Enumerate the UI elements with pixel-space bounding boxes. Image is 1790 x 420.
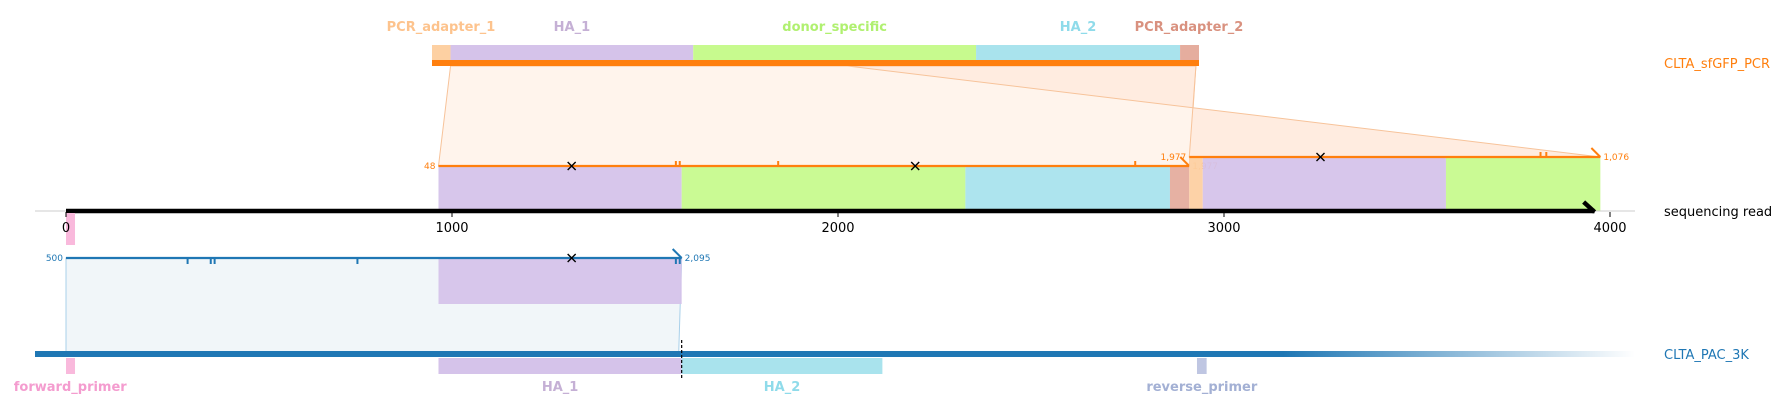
top-feature-ha-2 [976, 45, 1181, 61]
axis-tick-label: 0 [62, 221, 70, 236]
read-primer-mark-forward-primer [66, 213, 75, 245]
bottom-alignments-layer: 500 2,095 [46, 248, 711, 304]
alignment-1-read-feature-donor-specific [681, 166, 966, 211]
top-feature-label-ha-1: HA_1 [554, 20, 591, 35]
bottom-feature-label-ha-2: HA_2 [764, 380, 801, 395]
bottom-feature-label-reverse-primer: reverse_primer [1146, 380, 1258, 395]
sequencing-read-track: 0 1000 2000 3000 4000 [35, 200, 1635, 245]
top-feature-label-pcr-adapter-1: PCR_adapter_1 [387, 20, 496, 35]
top-feature-pcr-adapter-1 [432, 45, 451, 61]
bottom-reference-track: forward_primer HA_1 HA_2 reverse_primer [14, 340, 1635, 395]
axis-tick-label: 1000 [435, 221, 468, 236]
alignment-2-read-feature-ha-1 [1202, 157, 1446, 211]
alignment-1-cross-mark [910, 161, 920, 171]
track-labels-layer: CLTA_sfGFP_PCR sequencing read CLTA_PAC_… [1664, 57, 1772, 363]
alignment-3-arrowhead [671, 248, 683, 259]
alignment-1-read-feature-ha-2 [965, 166, 1170, 211]
alignment-2-cross-mark [1316, 152, 1325, 162]
alignment-1-read-feature-ha-1 [438, 166, 682, 211]
read-arrowhead [1582, 200, 1597, 214]
alignment-1-cross-mark [567, 161, 577, 171]
top-feature-label-donor-specific: donor_specific [782, 20, 887, 35]
track-label-top: CLTA_sfGFP_PCR [1664, 57, 1770, 72]
alignment-3-cross-mark [567, 253, 577, 263]
bottom-feature-ha-2 [681, 358, 883, 374]
alignment-2-end-label: 1,076 [1603, 153, 1629, 163]
alignment-3-start-label: 500 [46, 254, 63, 264]
top-feature-label-pcr-adapter-2: PCR_adapter_2 [1135, 20, 1244, 35]
alignment-2-arrowhead [1590, 147, 1602, 158]
bottom-feature-ha-1 [438, 358, 682, 374]
alignment-2-read-feature-pcr-adapter-1 [1189, 157, 1203, 211]
alignment-2-read-feature-donor-specific [1445, 157, 1601, 211]
axis-tick-label: 3000 [1207, 221, 1240, 236]
alignment-1-start-label: 48 [424, 162, 436, 172]
alignment-1-arrowhead [1179, 156, 1190, 167]
bottom-feature-label-ha-1: HA_1 [542, 380, 579, 395]
alignment-3-end-label: 2,095 [685, 254, 711, 264]
bottom-feature-label-forward-primer: forward_primer [14, 380, 128, 395]
top-feature-label-ha-2: HA_2 [1060, 20, 1097, 35]
top-reference-track: PCR_adapter_1 HA_1 donor_specific HA_2 PCR_a… [387, 20, 1244, 66]
bottom-feature-reverse-primer [1196, 358, 1207, 374]
bottom-reference-line [35, 351, 1635, 357]
track-label-bottom: CLTA_PAC_3K [1664, 348, 1749, 363]
top-feature-donor-specific [693, 45, 977, 61]
axis-tick-label: 2000 [821, 221, 854, 236]
top-feature-pcr-adapter-2 [1180, 45, 1199, 61]
alignment-2-start-label: 1,977 [1160, 153, 1186, 163]
alignment-3-read-feature-ha-1 [438, 258, 682, 304]
top-feature-ha-1 [450, 45, 694, 61]
bottom-feature-forward-primer [66, 358, 75, 374]
alignment-1-read-feature-pcr-adapter-2 [1169, 166, 1190, 211]
axis-tick-label: 4000 [1593, 221, 1626, 236]
track-label-read: sequencing read [1664, 205, 1772, 220]
